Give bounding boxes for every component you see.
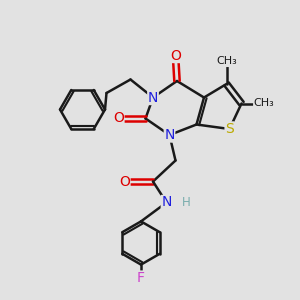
Text: CH₃: CH₃ [216,56,237,67]
Text: N: N [164,128,175,142]
Text: O: O [113,112,124,125]
Text: O: O [119,175,130,188]
Text: S: S [225,122,234,136]
Text: CH₃: CH₃ [254,98,274,109]
Text: F: F [137,271,145,285]
Text: O: O [170,49,181,62]
Text: N: N [148,91,158,104]
Text: N: N [161,196,172,209]
Text: H: H [182,196,190,209]
